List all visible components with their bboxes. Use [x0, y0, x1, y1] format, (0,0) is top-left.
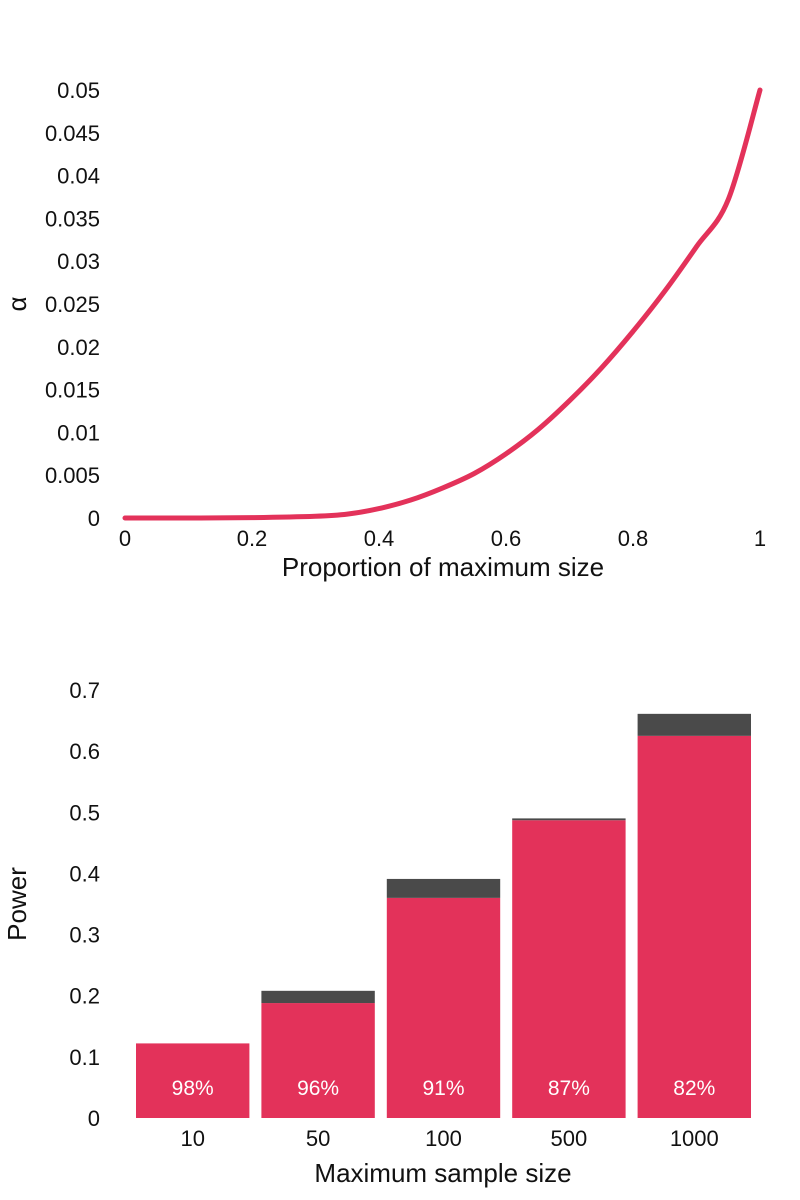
line-x-axis-title: Proportion of maximum size [282, 552, 604, 582]
bar-secondary-segment [386, 878, 501, 898]
bar-percent-label: 91% [422, 1077, 464, 1100]
line-x-tick-label: 0.8 [618, 526, 649, 551]
bar-x-axis-title: Maximum sample size [314, 1158, 571, 1188]
bar-y-tick-labels: 0 0.1 0.2 0.3 0.4 0.5 0.6 0.7 [69, 678, 100, 1131]
bar-secondary-segment [512, 818, 626, 821]
alpha-series-line [122, 87, 763, 521]
line-y-tick-label: 0.02 [57, 335, 100, 360]
line-y-tick-label: 0.045 [45, 121, 100, 146]
bar-percent-label: 82% [673, 1077, 715, 1100]
bar-x-tick-label: 500 [551, 1126, 588, 1151]
power-bar-chart: 0 0.1 0.2 0.3 0.4 0.5 0.6 0.7 10 50 100 500 1000 98… [2, 678, 751, 1188]
bar-percent-labels: 98% 96% 91% 87% 82% [172, 1077, 716, 1100]
bar-y-tick-label: 0 [88, 1106, 100, 1131]
line-y-tick-label: 0.05 [57, 78, 100, 103]
bar-marks-group [136, 713, 751, 1118]
bar-y-tick-label: 0.3 [69, 923, 100, 948]
line-y-tick-label: 0.03 [57, 249, 100, 274]
bar-primary-segment [261, 1003, 375, 1118]
bar-primary-segment [136, 1043, 250, 1118]
bar-y-tick-label: 0.6 [69, 739, 100, 764]
line-y-tick-label: 0.005 [45, 463, 100, 488]
line-y-tick-label: 0.025 [45, 292, 100, 317]
line-x-tick-labels: 0 0.2 0.4 0.6 0.8 1 [119, 526, 766, 551]
line-x-tick-label: 0.2 [237, 526, 268, 551]
alpha-line-chart: 0 0.005 0.01 0.015 0.02 0.025 0.03 0.035 0.04 0.0… [2, 78, 766, 582]
line-y-tick-label: 0.01 [57, 420, 100, 445]
bar-y-tick-label: 0.2 [69, 984, 100, 1009]
line-x-tick-label: 0.6 [491, 526, 522, 551]
bar-x-tick-label: 1000 [670, 1126, 719, 1151]
line-series-group [122, 87, 763, 521]
bar-y-axis-title: Power [2, 867, 32, 941]
bar-x-tick-label: 50 [306, 1126, 330, 1151]
line-y-tick-label: 0 [88, 506, 100, 531]
bar-y-tick-label: 0.1 [69, 1045, 100, 1070]
bar-percent-label: 98% [172, 1077, 214, 1100]
bar-primary-segment [386, 897, 501, 1118]
bar-secondary-segment [637, 713, 751, 736]
bar-percent-label: 87% [548, 1077, 590, 1100]
bar-primary-segment [637, 735, 751, 1118]
bar-y-tick-label: 0.5 [69, 800, 100, 825]
line-x-tick-label: 0.4 [364, 526, 395, 551]
line-y-tick-label: 0.04 [57, 164, 100, 189]
line-y-axis-title: α [2, 296, 32, 311]
bar-y-tick-label: 0.4 [69, 861, 100, 886]
bar-x-tick-label: 100 [425, 1126, 462, 1151]
bar-x-tick-label: 10 [180, 1126, 204, 1151]
line-y-tick-label: 0.035 [45, 206, 100, 231]
line-y-tick-label: 0.015 [45, 378, 100, 403]
bar-x-tick-labels: 10 50 100 500 1000 [180, 1126, 718, 1151]
line-x-tick-label: 0 [119, 526, 131, 551]
bar-y-tick-label: 0.7 [69, 678, 100, 703]
line-y-tick-labels: 0 0.005 0.01 0.015 0.02 0.025 0.03 0.035 0.04 0.0… [45, 78, 100, 531]
line-x-tick-label: 1 [754, 526, 766, 551]
bar-primary-segment [512, 820, 626, 1118]
bar-secondary-segment [261, 990, 375, 1004]
bar-percent-label: 96% [297, 1077, 339, 1100]
